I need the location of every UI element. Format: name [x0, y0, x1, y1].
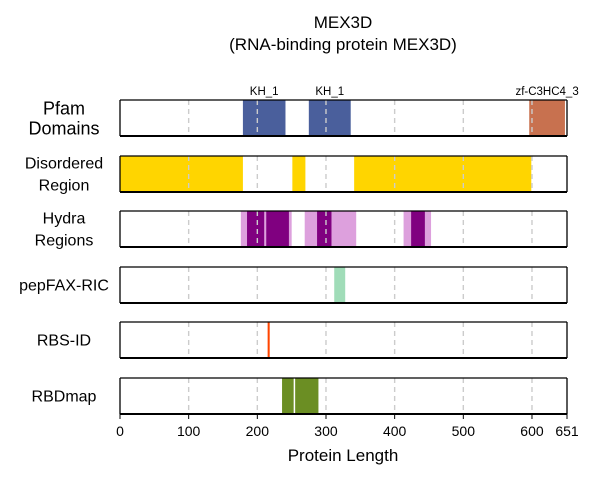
track-3: pepFAX-RIC — [19, 266, 568, 304]
track-3-segment-0 — [334, 267, 346, 303]
track-0-segment-0-label: KH_1 — [250, 86, 279, 98]
x-tick-label-0: 0 — [116, 423, 124, 439]
x-axis-label: Protein Length — [288, 446, 399, 465]
track-1: Disordered Region — [25, 155, 568, 195]
track-5: RBDmap — [32, 377, 568, 415]
track-1-segment-1 — [292, 156, 306, 192]
track-5-label-line-0: RBDmap — [32, 389, 97, 406]
x-tick-label-2: 200 — [246, 423, 270, 439]
track-0-segment-0 — [242, 100, 286, 136]
chart-subtitle: (RNA-binding protein MEX3D) — [229, 35, 457, 54]
x-tick-label-4: 400 — [383, 423, 407, 439]
track-2-segment-6 — [411, 211, 425, 247]
x-tick-label-6: 600 — [520, 423, 544, 439]
track-1-label-line-1: Region — [39, 178, 90, 195]
track-0-label-line-0: Pfam — [43, 98, 85, 118]
track-1-segment-0 — [120, 156, 243, 192]
x-tick-label-5: 500 — [452, 423, 476, 439]
x-tick-label-3: 300 — [314, 423, 338, 439]
x-tick-label-7: 651 — [555, 423, 579, 439]
track-2: Hydra Regions — [35, 210, 568, 250]
track-2-label-line-1: Regions — [35, 233, 94, 250]
track-0-segment-1-label: KH_1 — [315, 86, 344, 98]
track-2-segment-4 — [266, 211, 289, 247]
track-2-segment-5 — [317, 211, 332, 247]
track-0-segment-2-label: zf-C3HC4_3 — [515, 86, 578, 98]
track-2-label-line-0: Hydra — [43, 211, 86, 228]
track-1-label-line-0: Disordered — [25, 156, 103, 173]
track-3-label-line-0: pepFAX-RIC — [19, 278, 109, 295]
track-0-segment-2 — [529, 100, 565, 136]
track-4-label-line-0: RBS-ID — [37, 333, 91, 350]
track-4-segment-0 — [267, 322, 270, 358]
track-0-label-line-1: Domains — [28, 118, 99, 138]
track-4: RBS-ID — [37, 321, 568, 359]
x-axis: 0 100 200 300 400 500 600 651 — [116, 414, 579, 439]
track-0-segment-1 — [308, 100, 351, 136]
track-1-segment-2 — [354, 156, 532, 192]
x-tick-label-1: 100 — [177, 423, 201, 439]
track-2-segment-3 — [247, 211, 265, 247]
track-5-segment-0 — [282, 378, 319, 414]
chart-title: MEX3D — [314, 13, 373, 32]
